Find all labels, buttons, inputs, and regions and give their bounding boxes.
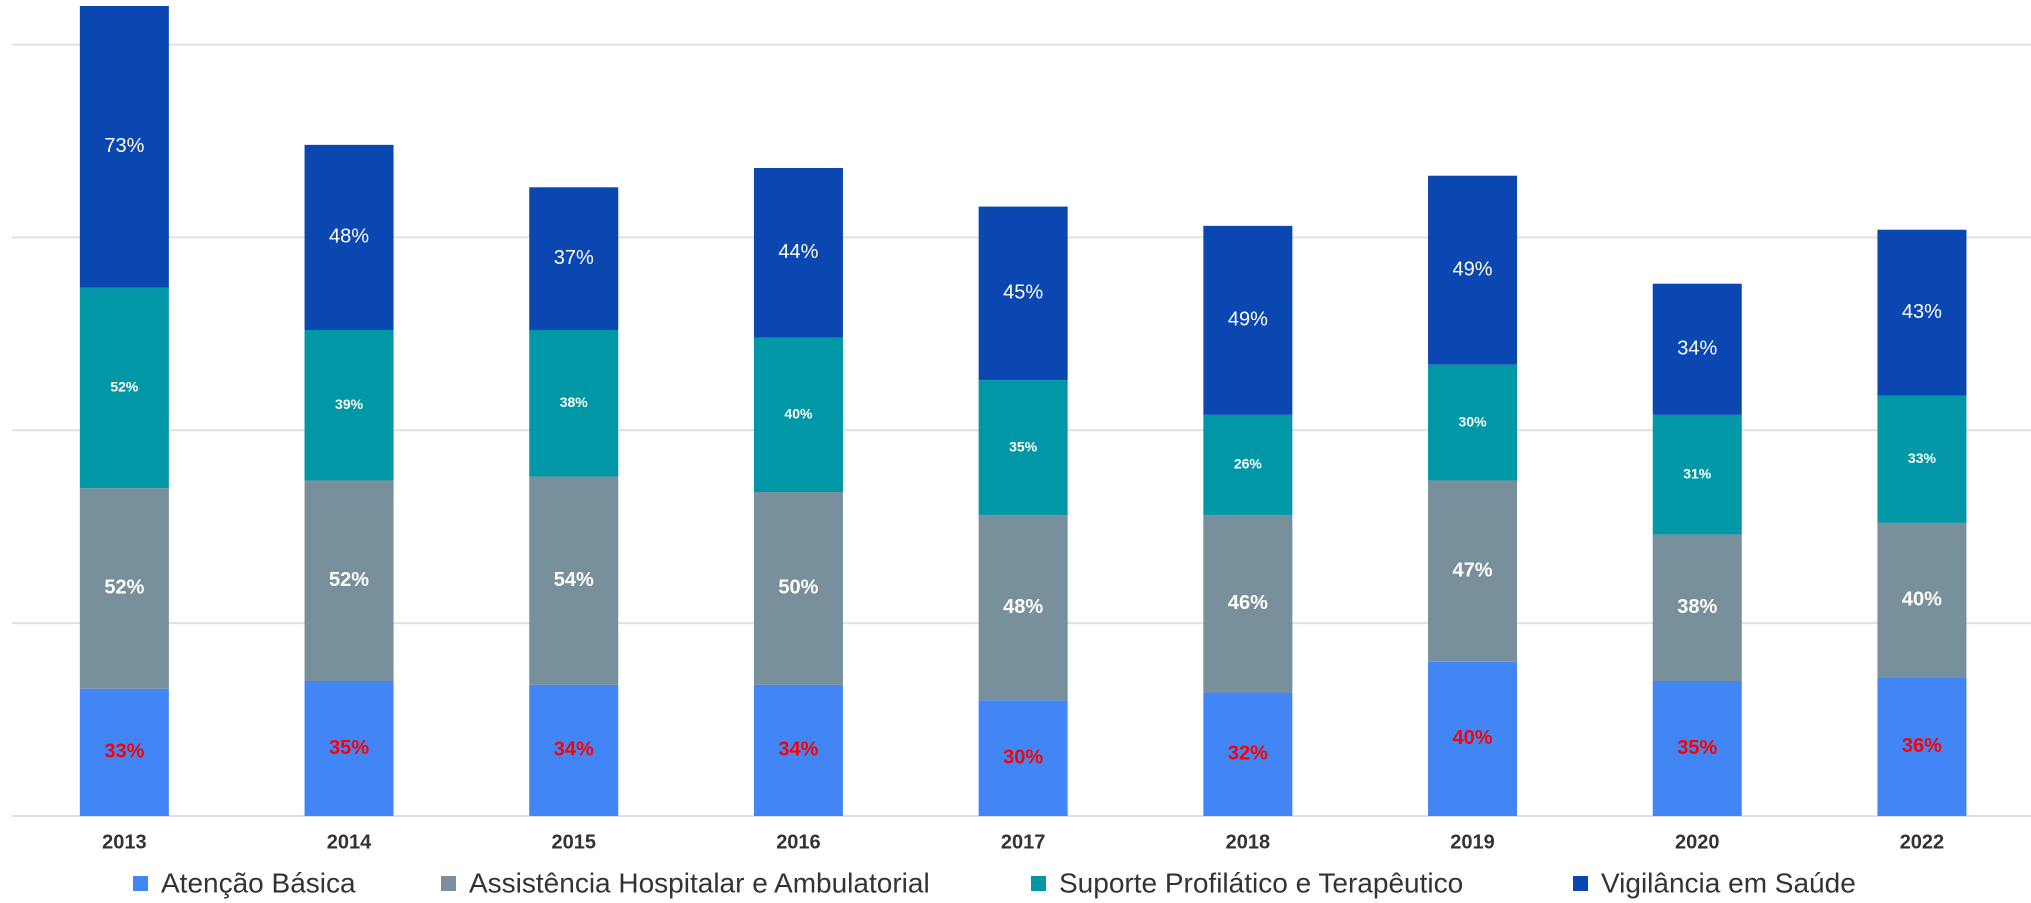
data-label: 34% <box>778 739 818 761</box>
bar-segment <box>1877 522 1967 678</box>
bar-segment <box>1652 414 1742 535</box>
bar-segment <box>1652 283 1742 415</box>
bar-segment <box>79 688 169 816</box>
bar-segment <box>978 515 1068 701</box>
bar-segment <box>79 6 169 288</box>
legend-swatch <box>1031 876 1046 891</box>
data-label: 26% <box>1234 456 1263 472</box>
legend-label: Assistência Hospitalar e Ambulatorial <box>469 867 930 898</box>
x-tick-label: 2014 <box>327 831 372 853</box>
bar-segment <box>978 206 1068 381</box>
data-label: 49% <box>1453 258 1493 280</box>
bar-segment <box>1203 225 1293 415</box>
data-label: 30% <box>1459 413 1488 429</box>
data-label: 31% <box>1683 465 1712 481</box>
x-tick-label: 2013 <box>102 831 147 853</box>
bar-segment <box>978 380 1068 516</box>
legend-swatch <box>441 876 456 891</box>
data-label: 36% <box>1902 735 1942 757</box>
x-tick-label: 2015 <box>552 831 597 853</box>
bar-segment <box>79 287 169 489</box>
data-label: 49% <box>1228 309 1268 331</box>
bar-segment <box>1652 534 1742 681</box>
bar-segment <box>304 144 394 330</box>
bar-segment <box>1203 414 1293 516</box>
data-label: 48% <box>329 226 369 248</box>
data-label: 32% <box>1228 743 1268 765</box>
data-label: 43% <box>1902 301 1942 323</box>
data-label: 54% <box>554 569 594 591</box>
x-tick-label: 2016 <box>776 831 821 853</box>
bar-segment <box>79 488 169 689</box>
data-label: 34% <box>1677 338 1717 360</box>
bar-segment <box>304 480 394 681</box>
bar-segment <box>304 681 394 816</box>
data-label: 73% <box>104 135 144 157</box>
x-tick-label: 2019 <box>1450 831 1495 853</box>
bar-segment <box>529 476 619 685</box>
data-label: 50% <box>778 577 818 599</box>
data-label: 39% <box>335 396 364 412</box>
data-label: 38% <box>560 394 589 410</box>
data-label: 52% <box>329 569 369 591</box>
bar-segment <box>1652 681 1742 816</box>
bar-segment <box>753 684 843 816</box>
data-label: 30% <box>1003 746 1043 768</box>
x-tick-label: 2017 <box>1001 831 1046 853</box>
bar-segment <box>1877 229 1967 396</box>
bar-segment <box>1428 661 1518 816</box>
legend-label: Suporte Profilático e Terapêutico <box>1059 867 1463 898</box>
data-label: 40% <box>1453 727 1493 749</box>
legend-label: Vigilância em Saúde <box>1601 867 1856 898</box>
data-label: 34% <box>554 739 594 761</box>
bar-segment <box>978 700 1068 816</box>
data-label: 52% <box>110 379 139 395</box>
bar-segment <box>1877 395 1967 523</box>
data-label: 48% <box>1003 596 1043 618</box>
bar-segment <box>1428 364 1518 481</box>
x-tick-label: 2020 <box>1675 831 1720 853</box>
bar-segment <box>1428 175 1518 365</box>
bar-segment <box>1203 692 1293 816</box>
data-label: 47% <box>1453 559 1493 581</box>
data-label: 52% <box>104 577 144 599</box>
legend-label: Atenção Básica <box>161 867 356 898</box>
data-label: 46% <box>1228 592 1268 614</box>
data-label: 40% <box>1902 588 1942 610</box>
data-label: 45% <box>1003 282 1043 304</box>
data-label: 38% <box>1677 596 1717 618</box>
data-label: 35% <box>1009 438 1038 454</box>
data-label: 37% <box>554 247 594 269</box>
bar-segment <box>529 684 619 816</box>
data-label: 44% <box>778 241 818 263</box>
bar-segment <box>529 187 619 330</box>
bar-segment <box>753 168 843 338</box>
bar-segment <box>1203 515 1293 693</box>
legend-swatch <box>133 876 148 891</box>
legend-swatch <box>1573 876 1588 891</box>
bar-segment <box>529 330 619 477</box>
x-tick-label: 2018 <box>1226 831 1271 853</box>
bar-segment <box>1428 480 1518 662</box>
data-label: 35% <box>329 737 369 759</box>
bar-segment <box>1877 677 1967 816</box>
bar-segment <box>753 337 843 492</box>
data-label: 33% <box>104 741 144 763</box>
bar-segment <box>304 330 394 481</box>
data-label: 35% <box>1677 737 1717 759</box>
bar-segment <box>753 492 843 685</box>
x-tick-label: 2022 <box>1900 831 1945 853</box>
data-label: 40% <box>784 406 813 422</box>
data-label: 33% <box>1908 450 1937 466</box>
